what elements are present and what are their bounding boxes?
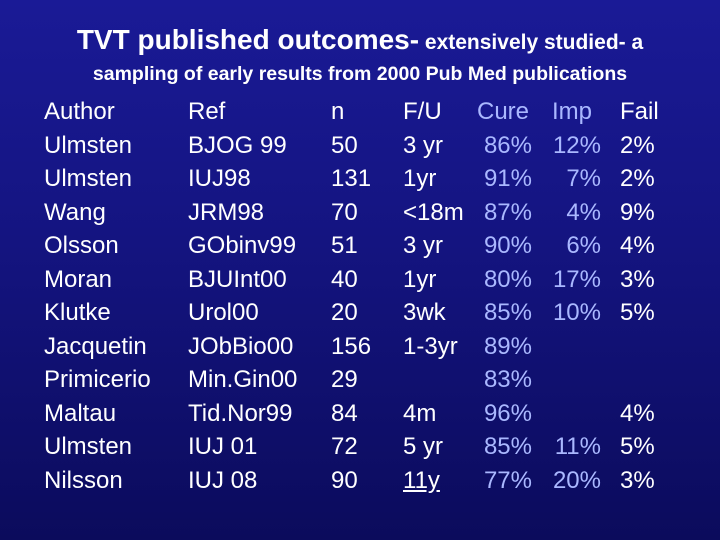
cell-ref: JObBio00 [188, 332, 294, 360]
table-row: Olsson GObinv99 51 3 yr 90% 6% 4% [0, 229, 720, 263]
cell-n: 20 [331, 299, 358, 326]
cell-n: 29 [331, 366, 358, 393]
cell-fu: 1-3yr [403, 332, 458, 360]
cell-cure: 80% [483, 265, 532, 293]
cell-fu: <18m [403, 198, 464, 226]
cell-ref: Urol00 [188, 299, 259, 326]
cell-author: Maltau [44, 399, 117, 427]
header-ref: Ref [188, 98, 226, 125]
cell-author: Jacquetin [44, 332, 147, 360]
cell-cure: 89% [483, 332, 532, 360]
table-row: Primicerio Min.Gin00 29 83% [0, 363, 720, 397]
cell-cure: 86% [483, 131, 532, 159]
table-row: Jacquetin JObBio00 156 1-3yr 89% [0, 330, 720, 364]
cell-ref: IUJ98 [188, 165, 251, 192]
cell-cure: 90% [483, 232, 532, 259]
table-row: Ulmsten IUJ 01 72 5 yr 85% 11% 5% [0, 430, 720, 464]
cell-ref: BJOG 99 [188, 131, 287, 159]
cell-fu: 1yr [403, 165, 437, 192]
cell-ref: Tid.Nor99 [188, 399, 293, 427]
cell-author: Ulmsten [44, 165, 133, 192]
cell-fail: 2% [620, 165, 655, 192]
cell-ref: GObinv99 [188, 232, 297, 259]
header-fail: Fail [620, 98, 659, 125]
cell-n: 40 [331, 265, 358, 293]
cell-imp: 7% [566, 165, 601, 192]
title-main: TVT published outcomes- [76, 24, 420, 55]
cell-fu: 11y [403, 466, 440, 494]
cell-fu: 1yr [403, 265, 437, 293]
cell-imp: 20% [552, 466, 601, 494]
cell-author: Ulmsten [44, 131, 133, 159]
header-author: Author [44, 98, 115, 125]
cell-fail: 3% [620, 466, 655, 494]
table-row: Klutke Urol00 20 3wk 85% 10% 5% [0, 296, 720, 330]
cell-imp: 11% [554, 433, 601, 460]
cell-n: 50 [331, 131, 358, 159]
header-n: n [331, 98, 345, 125]
cell-fu: 4m [403, 399, 437, 427]
cell-cure: 91% [483, 165, 532, 192]
cell-cure: 83% [483, 366, 532, 393]
cell-fail: 5% [620, 433, 655, 460]
table-row: Moran BJUInt00 40 1yr 80% 17% 3% [0, 263, 720, 297]
cell-n: 72 [331, 433, 358, 460]
cell-cure: 96% [483, 399, 532, 427]
cell-author: Olsson [44, 232, 119, 259]
cell-fail: 4% [620, 232, 655, 259]
cell-ref: BJUInt00 [188, 265, 287, 293]
cell-imp: 12% [552, 131, 601, 159]
cell-author: Klutke [44, 299, 111, 326]
cell-imp: 6% [566, 232, 601, 259]
slide-subtitle: sampling of early results from 2000 Pub … [92, 63, 628, 85]
cell-author: Wang [44, 198, 106, 226]
cell-fail: 3% [620, 265, 655, 293]
cell-author: Nilsson [44, 466, 123, 494]
cell-ref: IUJ 01 [188, 433, 258, 460]
cell-fu: 3wk [403, 299, 446, 326]
cell-author: Ulmsten [44, 433, 133, 460]
cell-imp: 4% [566, 198, 601, 226]
table-row: Ulmsten BJOG 99 50 3 yr 86% 12% 2% [0, 129, 720, 163]
cell-n: 131 [331, 165, 372, 192]
cell-imp: 10% [552, 299, 601, 326]
cell-n: 70 [331, 198, 358, 226]
cell-imp: 17% [552, 265, 601, 293]
cell-ref: JRM98 [188, 198, 265, 226]
cell-n: 156 [331, 332, 372, 360]
table-row: Nilsson IUJ 08 90 11y 77% 20% 3% [0, 464, 720, 498]
table-row: Ulmsten IUJ98 131 1yr 91% 7% 2% [0, 162, 720, 196]
cell-cure: 77% [483, 466, 532, 494]
header-imp: Imp [552, 98, 593, 125]
cell-n: 90 [331, 466, 358, 494]
header-fu: F/U [403, 98, 442, 125]
cell-ref: IUJ 08 [188, 466, 258, 494]
cell-n: 84 [331, 399, 358, 427]
table-header-row: Author Ref n F/U Cure Imp Fail [0, 95, 720, 129]
cell-cure: 87% [483, 198, 532, 226]
title-rest: extensively studied- a [419, 31, 644, 54]
cell-fail: 5% [620, 299, 655, 326]
cell-fail: 2% [620, 131, 655, 159]
cell-fail: 4% [620, 399, 655, 427]
outcomes-table: Author Ref n F/U Cure Imp Fail Ulmsten B… [0, 95, 720, 497]
cell-cure: 85% [483, 433, 532, 460]
table-row: Wang JRM98 70 <18m 87% 4% 9% [0, 196, 720, 230]
cell-fu: 3 yr [403, 131, 444, 159]
slide-title: TVT published outcomes- extensively stud… [0, 26, 720, 54]
cell-fail: 9% [620, 198, 655, 226]
cell-cure: 85% [483, 299, 532, 326]
cell-ref: Min.Gin00 [188, 366, 298, 393]
cell-author: Moran [44, 265, 113, 293]
cell-n: 51 [331, 232, 358, 259]
table-row: Maltau Tid.Nor99 84 4m 96% 4% [0, 397, 720, 431]
header-cure: Cure [477, 98, 530, 125]
cell-fu: 5 yr [403, 433, 444, 460]
cell-fu: 3 yr [403, 232, 444, 259]
cell-author: Primicerio [44, 366, 151, 393]
